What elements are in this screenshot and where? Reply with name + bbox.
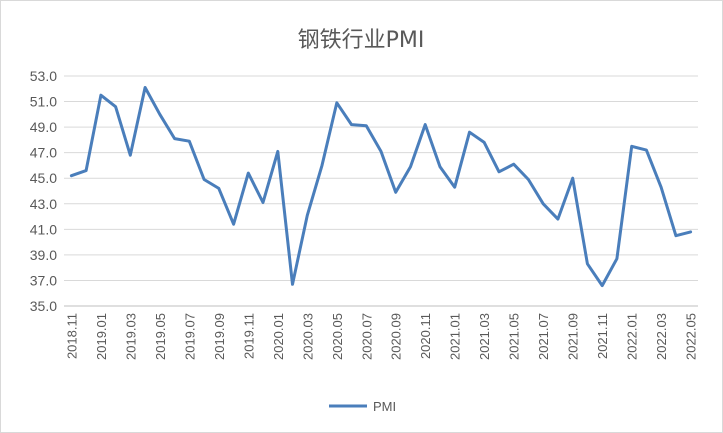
y-tick-label: 51.0	[30, 94, 57, 110]
series-line-pmi	[69, 86, 693, 288]
x-tick-label: 2019.09	[212, 313, 227, 360]
y-tick-label: 37.0	[30, 272, 57, 288]
x-tick-label: 2022.05	[684, 313, 699, 360]
x-tick-label: 2020.05	[330, 313, 345, 360]
x-tick-label: 2021.09	[566, 313, 581, 360]
x-tick-label: 2021.03	[477, 313, 492, 360]
y-tick-label: 43.0	[30, 196, 57, 212]
x-tick-label: 2020.07	[359, 313, 374, 360]
x-tick-label: 2021.05	[507, 313, 522, 360]
y-tick-label: 45.0	[30, 170, 57, 186]
y-tick-label: 53.0	[30, 68, 57, 84]
x-tick-label: 2022.01	[625, 313, 640, 360]
y-tick-label: 49.0	[30, 119, 57, 135]
x-tick-label: 2019.03	[123, 313, 138, 360]
x-tick-label: 2020.11	[418, 313, 433, 359]
legend-label-pmi: PMI	[373, 399, 396, 414]
y-tick-label: 41.0	[30, 221, 57, 237]
y-tick-label: 39.0	[30, 247, 57, 263]
x-tick-label: 2021.01	[448, 313, 463, 360]
x-tick-label: 2020.09	[389, 313, 404, 360]
x-tick-label: 2021.07	[536, 313, 551, 360]
x-tick-label: 2018.11	[64, 313, 79, 359]
chart-title: 钢铁行业PMI	[298, 28, 425, 53]
y-tick-label: 47.0	[30, 145, 57, 161]
x-tick-label: 2019.05	[153, 313, 168, 360]
x-tick-label: 2021.11	[595, 313, 610, 359]
x-tick-label: 2022.03	[654, 313, 669, 360]
x-tick-label: 2019.01	[94, 313, 109, 360]
x-tick-label: 2019.07	[182, 313, 197, 360]
x-tick-label: 2019.11	[241, 313, 256, 359]
x-tick-label: 2020.03	[300, 313, 315, 360]
x-tick-label: 2020.01	[271, 313, 286, 360]
y-tick-label: 35.0	[30, 298, 57, 314]
